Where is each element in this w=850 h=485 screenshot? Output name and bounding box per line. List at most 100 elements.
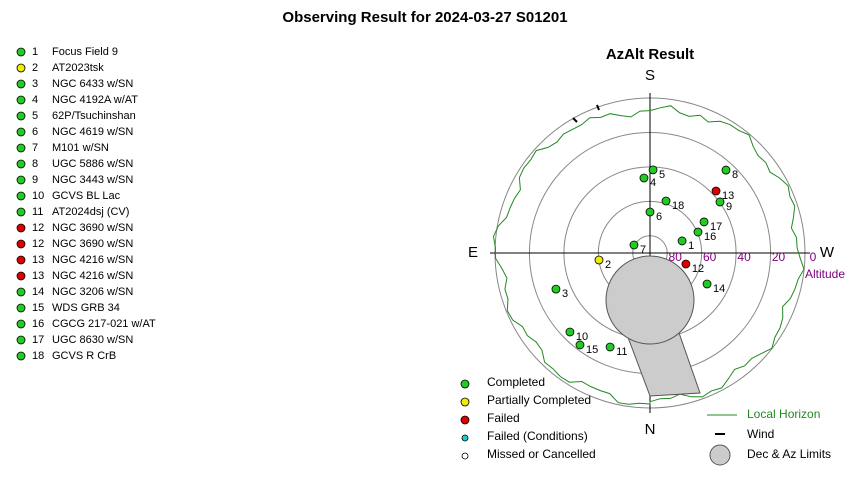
r-tick-label: 20 <box>772 250 786 264</box>
target-id: 13 <box>32 254 44 266</box>
status-dot <box>16 63 26 73</box>
legend-dot <box>460 415 470 425</box>
target-id: 9 <box>32 174 38 186</box>
point-label: 18 <box>672 200 684 212</box>
axis-label: Altitude <box>805 267 845 281</box>
target-name: NGC 3690 w/SN <box>52 222 133 234</box>
status-dot <box>16 287 26 297</box>
point-label: 1 <box>688 240 694 252</box>
status-dot <box>16 239 26 249</box>
status-dot <box>16 47 26 57</box>
r-tick-label: 0 <box>810 250 817 264</box>
target-point <box>605 342 615 352</box>
point-label: 16 <box>704 231 716 243</box>
target-point <box>715 197 725 207</box>
target-id: 8 <box>32 158 38 170</box>
legend-label: Failed <box>487 411 520 425</box>
target-id: 7 <box>32 142 38 154</box>
target-point <box>681 259 691 269</box>
dec-limit <box>605 255 695 345</box>
target-name: NGC 4192A w/AT <box>52 94 138 106</box>
target-id: 1 <box>32 46 38 58</box>
wind-mark <box>596 104 600 111</box>
target-name: AT2023tsk <box>52 62 104 74</box>
target-name: WDS GRB 34 <box>52 302 120 314</box>
point-label: 17 <box>710 221 722 233</box>
target-point <box>639 173 649 183</box>
target-name: UGC 5886 w/SN <box>52 158 133 170</box>
legend-label: Local Horizon <box>747 407 820 421</box>
target-name: NGC 4216 w/SN <box>52 254 133 266</box>
legend-label: Wind <box>747 427 774 441</box>
local-horizon <box>492 105 805 405</box>
legend-label: Failed (Conditions) <box>487 429 588 443</box>
point-label: 12 <box>692 263 704 275</box>
target-id: 13 <box>32 270 44 282</box>
target-name: UGC 8630 w/SN <box>52 334 133 346</box>
wind <box>572 104 600 123</box>
target-id: 2 <box>32 62 38 74</box>
target-id: 18 <box>32 350 44 362</box>
point-label: 3 <box>562 288 568 300</box>
target-name: NGC 3443 w/SN <box>52 174 133 186</box>
target-name: NGC 3206 w/SN <box>52 286 133 298</box>
status-dot <box>16 255 26 265</box>
point-label: 13 <box>722 190 734 202</box>
direction-label: N <box>645 421 656 438</box>
legend-label: Missed or Cancelled <box>487 447 596 461</box>
status-dot <box>16 191 26 201</box>
target-name: 62P/Tsuchinshan <box>52 110 136 122</box>
status-dot <box>16 207 26 217</box>
status-dot <box>16 79 26 89</box>
target-id: 12 <box>32 222 44 234</box>
status-dot <box>16 159 26 169</box>
target-point <box>648 165 658 175</box>
target-name: Focus Field 9 <box>52 46 118 58</box>
target-name: NGC 6433 w/SN <box>52 78 133 90</box>
point-label: 8 <box>732 169 738 181</box>
target-id: 14 <box>32 286 44 298</box>
target-point <box>594 255 604 265</box>
target-name: NGC 4216 w/SN <box>52 270 133 282</box>
target-point <box>677 236 687 246</box>
chart-title: Observing Result for 2024-03-27 S01201 <box>282 9 567 26</box>
wind-mark <box>572 117 578 123</box>
target-name: NGC 3690 w/SN <box>52 238 133 250</box>
target-point <box>711 186 721 196</box>
target-name: CGCG 217-021 w/AT <box>52 318 156 330</box>
target-name: GCVS BL Lac <box>52 190 121 202</box>
target-point <box>661 196 671 206</box>
legend-label: Dec & Az Limits <box>747 447 831 461</box>
point-label: 15 <box>586 344 598 356</box>
point-label: 10 <box>576 331 588 343</box>
target-name: NGC 4619 w/SN <box>52 126 133 138</box>
legend-limit <box>709 444 731 466</box>
point-label: 4 <box>650 177 656 189</box>
target-name: M101 w/SN <box>52 142 109 154</box>
r-tick-label: 80 <box>669 250 683 264</box>
target-id: 17 <box>32 334 44 346</box>
target-id: 10 <box>32 190 44 202</box>
status-dot <box>16 95 26 105</box>
target-id: 16 <box>32 318 44 330</box>
target-point <box>551 284 561 294</box>
legend-label: Completed <box>487 375 545 389</box>
status-dot <box>16 335 26 345</box>
target-point <box>565 327 575 337</box>
legend-dot <box>461 452 469 460</box>
status-dot <box>16 111 26 121</box>
direction-label: W <box>820 244 835 261</box>
target-point <box>693 227 703 237</box>
target-id: 6 <box>32 126 38 138</box>
legend-dot <box>460 379 470 389</box>
point-label: 9 <box>726 201 732 213</box>
legend-dot <box>460 397 470 407</box>
status-dot <box>16 351 26 361</box>
target-point <box>645 207 655 217</box>
target-id: 4 <box>32 94 38 106</box>
status-dot <box>16 319 26 329</box>
target-point <box>629 240 639 250</box>
legend-dot <box>461 434 469 442</box>
legend-label: Partially Completed <box>487 393 591 407</box>
